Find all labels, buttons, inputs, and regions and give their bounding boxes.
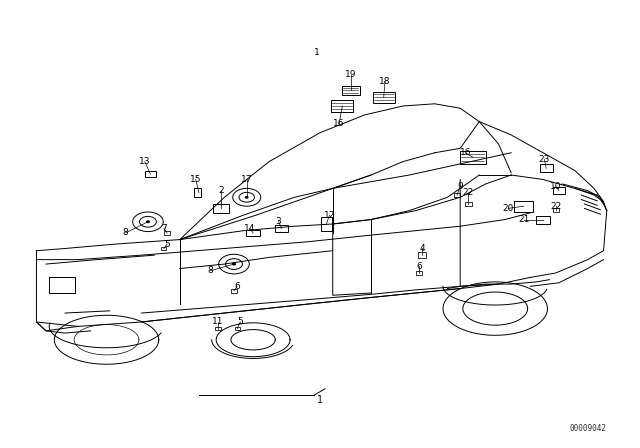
Text: 16: 16 bbox=[460, 148, 471, 157]
Text: 10: 10 bbox=[550, 181, 561, 191]
Bar bbox=[536, 215, 550, 224]
Text: 18: 18 bbox=[380, 77, 391, 86]
Bar bbox=[553, 208, 559, 212]
Text: 21: 21 bbox=[518, 215, 529, 224]
Bar bbox=[246, 229, 260, 236]
Text: 6: 6 bbox=[416, 262, 422, 271]
Text: 19: 19 bbox=[345, 70, 356, 79]
Bar bbox=[540, 164, 552, 172]
Text: 14: 14 bbox=[244, 224, 255, 233]
Text: 5: 5 bbox=[164, 240, 170, 249]
Text: 00009042: 00009042 bbox=[570, 424, 607, 433]
Bar bbox=[235, 327, 240, 331]
Bar bbox=[275, 225, 288, 232]
Text: 15: 15 bbox=[190, 175, 202, 184]
Bar bbox=[460, 151, 486, 164]
Text: 8: 8 bbox=[207, 266, 213, 275]
Bar bbox=[213, 204, 229, 213]
Bar bbox=[515, 201, 534, 212]
Ellipse shape bbox=[147, 221, 150, 223]
Bar bbox=[372, 91, 395, 103]
Bar bbox=[454, 193, 460, 197]
Bar bbox=[145, 171, 156, 177]
Text: 8: 8 bbox=[123, 228, 129, 237]
Text: 3: 3 bbox=[276, 217, 282, 226]
Bar bbox=[164, 231, 170, 235]
Text: 2: 2 bbox=[218, 186, 224, 195]
Text: 23: 23 bbox=[539, 155, 550, 164]
Bar bbox=[194, 188, 202, 197]
Bar bbox=[342, 86, 360, 95]
Text: 9: 9 bbox=[458, 181, 463, 191]
Bar bbox=[553, 187, 564, 194]
Bar bbox=[465, 202, 472, 206]
Text: 7: 7 bbox=[161, 224, 167, 233]
Bar bbox=[231, 289, 237, 293]
Bar bbox=[321, 217, 332, 231]
Text: 22: 22 bbox=[550, 202, 561, 211]
Text: 11: 11 bbox=[212, 318, 224, 327]
Bar bbox=[418, 253, 426, 258]
Text: 17: 17 bbox=[241, 175, 252, 184]
Text: 12: 12 bbox=[324, 211, 335, 220]
Ellipse shape bbox=[245, 196, 248, 198]
Bar bbox=[161, 247, 166, 250]
Bar bbox=[331, 100, 353, 112]
Bar bbox=[216, 327, 221, 331]
Text: 1: 1 bbox=[314, 48, 320, 57]
Bar bbox=[416, 271, 422, 275]
Ellipse shape bbox=[232, 263, 236, 265]
Text: 4: 4 bbox=[419, 244, 425, 253]
Text: 20: 20 bbox=[502, 204, 514, 213]
Text: 1: 1 bbox=[317, 395, 323, 405]
Text: 5: 5 bbox=[237, 318, 243, 327]
Text: 6: 6 bbox=[234, 282, 240, 291]
Text: 16: 16 bbox=[333, 119, 345, 128]
Text: 22: 22 bbox=[463, 188, 474, 197]
Text: 13: 13 bbox=[139, 157, 150, 166]
